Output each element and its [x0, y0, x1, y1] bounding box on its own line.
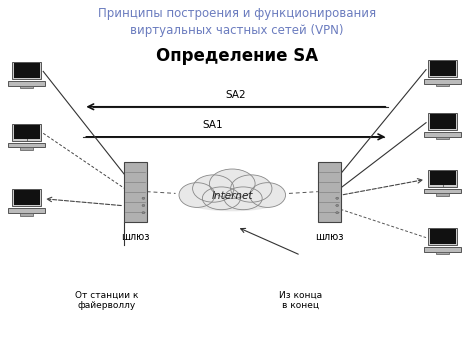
Bar [424, 247, 461, 252]
Text: SA2: SA2 [226, 90, 246, 100]
Ellipse shape [210, 169, 255, 198]
FancyBboxPatch shape [12, 124, 41, 141]
FancyBboxPatch shape [428, 228, 457, 245]
Bar [424, 79, 461, 84]
Bar [20, 147, 33, 150]
Bar [20, 86, 33, 88]
Circle shape [142, 204, 145, 207]
Circle shape [336, 212, 338, 214]
FancyBboxPatch shape [12, 62, 41, 79]
Bar [436, 252, 449, 255]
Circle shape [142, 212, 145, 214]
Bar [436, 193, 449, 196]
Text: Из конца
в конец: Из конца в конец [279, 291, 322, 310]
Text: шлюз: шлюз [315, 232, 343, 242]
Circle shape [336, 197, 338, 199]
Bar [124, 162, 147, 222]
Text: шлюз: шлюз [121, 232, 150, 242]
Ellipse shape [186, 192, 278, 211]
Ellipse shape [179, 183, 215, 207]
Bar [429, 229, 456, 244]
FancyBboxPatch shape [12, 189, 41, 206]
Circle shape [336, 204, 338, 207]
Bar [20, 213, 33, 215]
Text: От станции к
файерволлу: От станции к файерволлу [75, 291, 139, 310]
Text: Internet: Internet [211, 191, 253, 201]
Bar [429, 114, 456, 129]
Ellipse shape [192, 175, 234, 202]
Bar [436, 137, 449, 140]
FancyBboxPatch shape [428, 113, 457, 130]
Bar [436, 84, 449, 87]
Bar [9, 81, 45, 86]
FancyBboxPatch shape [428, 60, 457, 77]
Text: SA1: SA1 [202, 120, 222, 130]
Ellipse shape [231, 175, 272, 202]
Ellipse shape [250, 183, 285, 207]
Circle shape [142, 197, 145, 199]
Text: виртуальных частных сетей (VPN): виртуальных частных сетей (VPN) [130, 24, 344, 37]
FancyBboxPatch shape [428, 170, 457, 186]
Text: Определение SA: Определение SA [156, 47, 318, 65]
Bar [9, 208, 45, 213]
Bar [429, 61, 456, 76]
Bar [424, 132, 461, 137]
Bar [318, 162, 340, 222]
Ellipse shape [224, 187, 262, 210]
Bar [424, 189, 461, 193]
Text: Принципы построения и функционирования: Принципы построения и функционирования [98, 7, 376, 20]
Ellipse shape [202, 187, 240, 210]
Bar [14, 190, 40, 205]
Bar [9, 143, 45, 147]
Bar [14, 63, 40, 78]
Bar [429, 171, 456, 185]
Bar [14, 125, 40, 140]
